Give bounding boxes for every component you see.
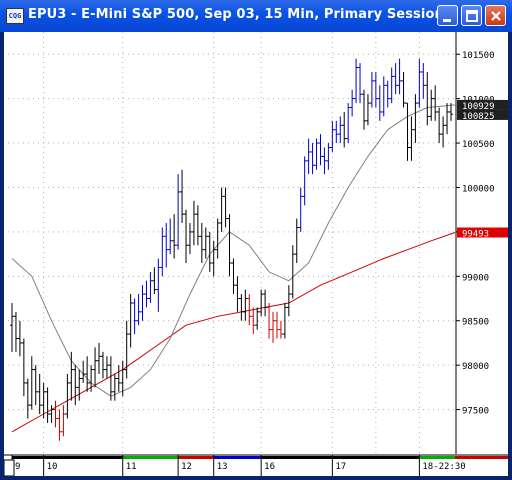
price-axis-label: 98000 — [462, 362, 489, 372]
price-axis-label: 100500 — [462, 140, 495, 150]
time-axis-label: 16 — [264, 462, 275, 472]
maximize-icon — [466, 10, 478, 22]
maximize-button[interactable] — [461, 5, 482, 26]
price-chart[interactable]: 1015001010001005001000009950099000985009… — [4, 32, 508, 476]
price-axis-label: 101500 — [462, 51, 495, 61]
price-label-box — [457, 99, 508, 110]
price-label: 100825 — [462, 112, 495, 122]
plot-background[interactable] — [8, 32, 455, 454]
window-title: EPU3 - E-Mini S&P 500, Sep 03, 15 Min, P… — [28, 7, 444, 22]
price-label-box — [457, 109, 508, 120]
price-axis-label: 99000 — [462, 273, 489, 283]
price-label: 100929 — [462, 102, 495, 112]
time-axis-label: 17 — [335, 462, 346, 472]
session-color-bar — [12, 456, 44, 459]
time-axis[interactable] — [4, 455, 456, 476]
close-button[interactable] — [485, 5, 506, 26]
chart-area[interactable]: 1015001010001005001000009950099000985009… — [4, 32, 508, 476]
time-axis-label: 12 — [181, 462, 192, 472]
time-axis-label: 11 — [126, 462, 137, 472]
session-color-bar — [122, 456, 179, 459]
session-color-bar — [261, 456, 333, 459]
session-color-bar — [43, 456, 123, 459]
price-axis-label: 98500 — [462, 318, 489, 328]
time-axis-label: 9 — [15, 462, 20, 472]
scroll-box[interactable] — [4, 459, 15, 476]
cqg-app-icon[interactable]: CQG — [6, 8, 24, 24]
minimize-button[interactable] — [437, 5, 458, 26]
session-color-bar — [178, 456, 214, 459]
price-axis-label: 97500 — [462, 407, 489, 417]
price-label: 99493 — [462, 230, 489, 240]
session-color-bar — [213, 456, 262, 459]
time-axis-label: 10 — [47, 462, 58, 472]
price-axis-label: 100000 — [462, 184, 495, 194]
session-color-bar — [455, 456, 508, 459]
title-bar[interactable]: CQG EPU3 - E-Mini S&P 500, Sep 03, 15 Mi… — [0, 0, 512, 32]
minimize-icon — [443, 19, 451, 22]
session-color-bar — [419, 456, 455, 459]
time-axis-label: 18-22:30 — [422, 462, 465, 472]
price-label-box — [457, 227, 508, 238]
session-color-bar — [332, 456, 420, 459]
close-icon — [491, 11, 501, 21]
time-axis-label: 13 — [217, 462, 228, 472]
